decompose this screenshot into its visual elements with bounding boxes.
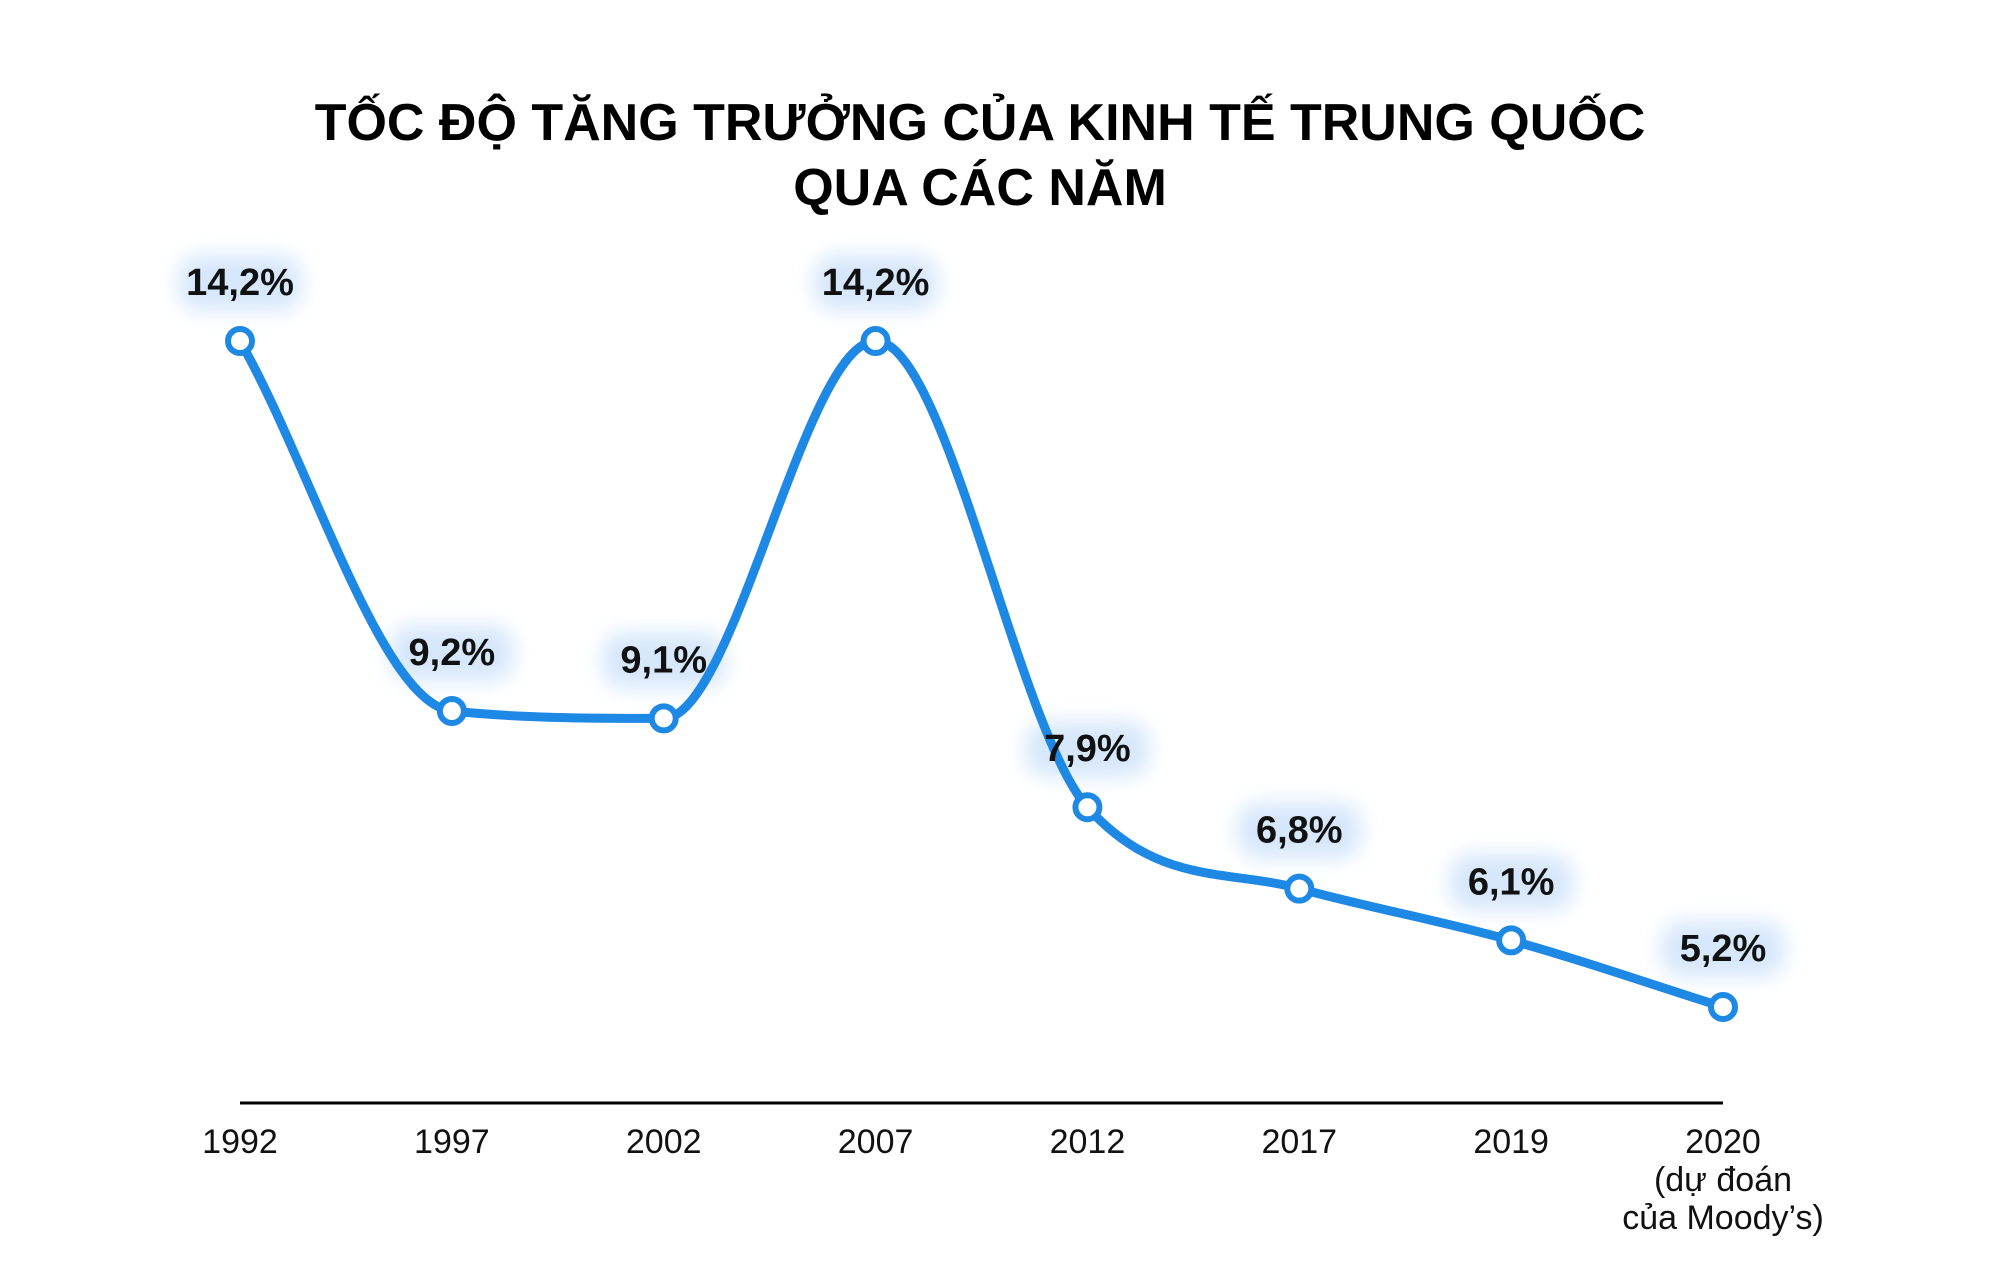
x-tick-label-6-line-0: 2019 bbox=[1473, 1123, 1549, 1161]
x-tick-label-7-line-2: của Moody’s) bbox=[1622, 1199, 1824, 1237]
data-point-0 bbox=[225, 326, 255, 356]
x-tick-label-6: 2019 bbox=[1473, 1123, 1549, 1161]
data-points bbox=[225, 326, 1738, 1022]
x-tick-label-3: 2007 bbox=[838, 1123, 914, 1161]
x-tick-label-2-line-0: 2002 bbox=[626, 1123, 702, 1161]
data-label-glow-5 bbox=[1237, 802, 1362, 859]
x-tick-label-5: 2017 bbox=[1261, 1123, 1337, 1161]
x-tick-label-1-line-0: 1997 bbox=[414, 1123, 490, 1161]
x-tick-label-0: 1992 bbox=[202, 1123, 278, 1161]
x-tick-label-4: 2012 bbox=[1050, 1123, 1126, 1161]
x-tick-label-3-line-0: 2007 bbox=[838, 1123, 914, 1161]
x-tick-label-2: 2002 bbox=[626, 1123, 702, 1161]
data-label-4: 7,9% bbox=[1044, 728, 1131, 770]
data-label-glow-2 bbox=[601, 632, 726, 689]
data-point-3 bbox=[860, 326, 891, 356]
data-point-4 bbox=[1072, 792, 1103, 823]
data-point-6 bbox=[1496, 925, 1527, 956]
chart-title: TỐC ĐỘ TĂNG TRƯỞNG CỦA KINH TẾ TRUNG QUỐ… bbox=[315, 93, 1646, 217]
x-tick-label-5-line-0: 2017 bbox=[1261, 1123, 1337, 1161]
data-label-glow-0 bbox=[178, 255, 302, 311]
data-labels: 14,2% 9,2% 9,1% 14,2% 7,9% 6,8% 6,1% 5,2% bbox=[186, 262, 1766, 970]
data-point-2 bbox=[648, 703, 679, 734]
x-tick-labels: 1992 1997 2002 2007 2012 2017 2019 2020 (dự đoán… bbox=[202, 1123, 1824, 1237]
chart-title-line-1: TỐC ĐỘ TĂNG TRƯỞNG CỦA KINH TẾ TRUNG QUỐ… bbox=[315, 93, 1646, 152]
data-label-1: 9,2% bbox=[409, 632, 496, 674]
x-tick-label-7: 2020 (dự đoán của Moody’s) bbox=[1622, 1123, 1824, 1237]
x-tick-label-1: 1997 bbox=[414, 1123, 490, 1161]
data-label-glow-3 bbox=[813, 255, 938, 311]
data-point-7 bbox=[1708, 992, 1738, 1022]
label-glows bbox=[178, 255, 1785, 977]
data-label-7: 5,2% bbox=[1680, 928, 1767, 970]
data-label-6: 6,1% bbox=[1468, 861, 1555, 903]
data-label-glow-1 bbox=[389, 625, 514, 681]
data-point-5 bbox=[1284, 873, 1315, 904]
x-tick-label-7-line-0: 2020 bbox=[1685, 1123, 1761, 1161]
data-point-1 bbox=[436, 696, 467, 726]
data-label-glow-7 bbox=[1661, 921, 1785, 977]
x-tick-label-7-line-1: (dự đoán bbox=[1654, 1161, 1792, 1199]
x-tick-label-4-line-0: 2012 bbox=[1050, 1123, 1126, 1161]
data-label-glow-6 bbox=[1449, 854, 1574, 911]
data-label-2: 9,1% bbox=[620, 639, 707, 681]
data-label-5: 6,8% bbox=[1256, 810, 1343, 852]
x-tick-label-0-line-0: 1992 bbox=[202, 1123, 278, 1161]
data-label-0: 14,2% bbox=[186, 262, 294, 304]
chart-title-line-2: QUA CÁC NĂM bbox=[793, 159, 1167, 217]
data-label-3: 14,2% bbox=[822, 262, 930, 304]
